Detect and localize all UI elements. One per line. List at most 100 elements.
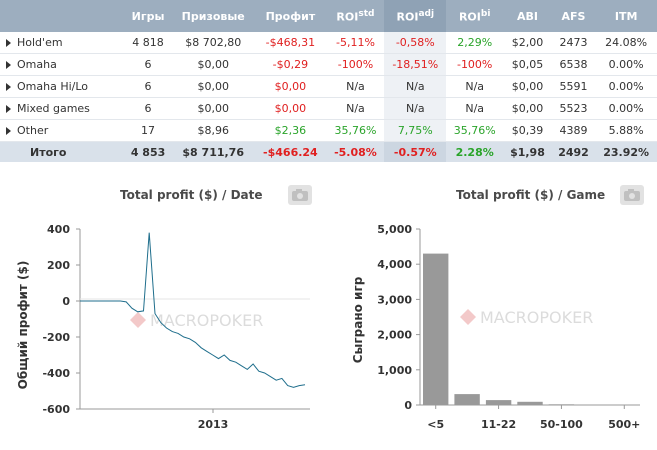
roi-std-cell: -5,11% [326,32,385,54]
table-row[interactable]: Mixed games 6 $0,00 $0,00 N/a N/a N/a $0… [0,97,657,120]
roi-adj-cell: -18,51% [384,53,447,76]
camera-top [628,189,634,192]
bar-22-50[interactable] [517,401,543,405]
watermark-text: MACROPOKER [150,311,263,330]
itm-cell: 24.08% [595,32,657,54]
itm-cell: 23.92% [595,141,657,162]
row-name-cell[interactable]: Other [0,119,124,142]
prize-cell: $8 711,76 [172,141,255,162]
abi-cell: $0,00 [503,75,552,98]
y-tick-label: -200 [42,331,70,344]
expand-arrow-icon[interactable] [6,127,11,135]
table-row[interactable]: Omaha 6 $0,00 -$0,29 -100% -18,51% -100%… [0,53,657,76]
expand-arrow-icon[interactable] [6,39,11,47]
games-cell: 6 [124,53,173,76]
games-cell: 6 [124,97,173,120]
y-tick-label: 0 [404,399,412,412]
game-name: Omaha [17,58,57,71]
watermark: MACROPOKER [460,308,593,327]
header-profit[interactable]: Профит [254,0,327,32]
y-tick-label: 200 [47,259,70,272]
bar-<5[interactable] [423,253,449,405]
header-games[interactable]: Игры [124,0,173,32]
roi-std-cell: 35,76% [326,119,385,142]
afs-cell: 5523 [551,97,596,120]
row-name-cell[interactable]: Mixed games [0,97,124,120]
profit-cell: $0,00 [254,75,327,98]
header-itm[interactable]: ITM [595,0,657,32]
expand-arrow-icon[interactable] [6,105,11,113]
y-tick-label: 2,000 [377,329,412,342]
abi-cell: $1,98 [503,141,552,162]
y-tick-label: 0 [62,295,70,308]
profit-series-line [80,232,306,388]
watermark-diamond-icon [460,309,476,325]
watermark: MACROPOKER [130,311,263,330]
camera-lens [297,193,303,199]
watermark-diamond-icon [130,312,146,328]
chart1-ylabel: Общий профит ($) [16,261,30,390]
header-roi-bi[interactable]: ROIbi [446,0,504,32]
bar-5-11[interactable] [454,394,480,405]
camera-icon[interactable] [288,185,312,205]
roi-bi-cell: N/a [446,75,504,98]
x-tick-label: 50-100 [540,418,583,431]
table-row[interactable]: Other 17 $8,96 $2,36 35,76% 7,75% 35,76%… [0,119,657,142]
profit-cell: -$466.24 [254,141,327,162]
stats-header-row: Игры Призовые Профит ROIstd ROIadj ROIbi… [0,0,657,32]
x-tick-label: 11-22 [481,418,516,431]
row-name-cell[interactable]: Omaha Hi/Lo [0,75,124,98]
profit-date-chart: MACROPOKER 400 200 0 -200 -400 -600 2013 Общи… [16,223,310,431]
afs-cell: 4389 [551,119,596,142]
x-tick-label: <5 [427,418,444,431]
itm-cell: 5.88% [595,119,657,142]
row-name-cell[interactable]: Hold'em [0,32,124,54]
chart2-title: Total profit ($) / Game [456,188,606,202]
row-name-cell[interactable]: Omaha [0,53,124,76]
roi-label: ROI [458,10,481,24]
prize-cell: $0,00 [172,75,255,98]
roi-label: ROI [336,10,359,24]
abi-cell: $0,00 [503,97,552,120]
y-tick-label: 400 [47,223,70,236]
roi-adj-cell: 7,75% [384,119,447,142]
game-name: Hold'em [17,36,63,49]
prize-cell: $8 702,80 [172,32,255,54]
profit-cell: -$468,31 [254,32,327,54]
header-roi-std[interactable]: ROIstd [326,0,385,32]
header-roi-adj[interactable]: ROIadj [384,0,447,32]
prize-cell: $0,00 [172,97,255,120]
table-row[interactable]: Hold'em 4 818 $8 702,80 -$468,31 -5,11% … [0,32,657,54]
total-label: Итого [0,141,124,162]
roi-adj-sup: adj [418,8,435,19]
y-tick-label: 3,000 [377,293,412,306]
games-cell: 4 853 [124,141,173,162]
bar-50-100[interactable] [548,404,575,405]
camera-icon[interactable] [620,185,644,205]
afs-cell: 2492 [551,141,596,162]
header-afs[interactable]: AFS [551,0,596,32]
x-tick-label: 2013 [198,418,229,431]
roi-std-cell: -100% [326,53,385,76]
y-tick-label: 5,000 [377,223,412,236]
roi-label: ROI [396,10,419,24]
game-name: Other [17,124,49,137]
table-row[interactable]: Omaha Hi/Lo 6 $0,00 $0,00 N/a N/a N/a $0… [0,75,657,98]
expand-arrow-icon[interactable] [6,61,11,69]
games-cell: 6 [124,75,173,98]
abi-cell: $2,00 [503,32,552,54]
roi-bi-cell: 35,76% [446,119,504,142]
game-name: Omaha Hi/Lo [17,80,89,93]
header-prize[interactable]: Призовые [172,0,255,32]
roi-std-cell: N/a [326,97,385,120]
expand-arrow-icon[interactable] [6,83,11,91]
watermark-text: MACROPOKER [480,308,593,327]
bar-11-22[interactable] [485,400,512,405]
header-abi[interactable]: ABI [503,0,552,32]
y-tick-label: -400 [42,367,70,380]
prize-cell: $0,00 [172,53,255,76]
chart1-title: Total profit ($) / Date [120,188,263,202]
header-empty [0,0,124,32]
chart2-ylabel: Сыграно игр [351,276,365,363]
roi-std-cell: N/a [326,75,385,98]
